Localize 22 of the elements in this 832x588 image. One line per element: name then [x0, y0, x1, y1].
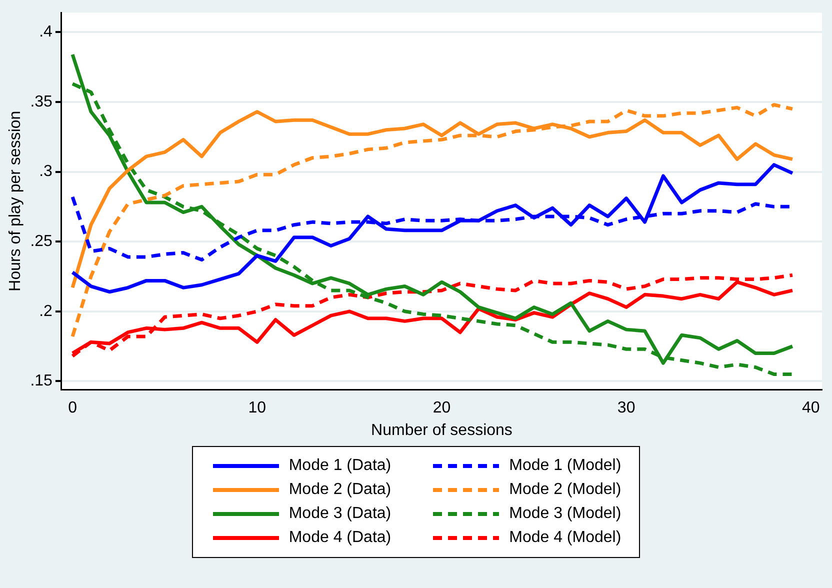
- x-tick-label: 30: [617, 400, 636, 417]
- legend-label: Mode 3 (Model): [509, 505, 622, 523]
- y-tick-label: .3: [39, 163, 53, 180]
- y-tick-label: .35: [30, 93, 53, 110]
- legend-label: Mode 4 (Model): [509, 529, 622, 547]
- legend-label: Mode 2 (Data): [288, 481, 392, 499]
- y-tick-label: .2: [39, 302, 53, 320]
- legend-label: Mode 4 (Data): [288, 529, 392, 547]
- line-series: [70, 103, 794, 338]
- x-tick-label: 40: [802, 400, 820, 417]
- legend-label: Mode 3 (Data): [288, 505, 392, 523]
- legend-label: Mode 2 (Model): [509, 481, 622, 499]
- legend-label: Mode 1 (Data): [288, 457, 392, 475]
- y-tick-label: .4: [39, 24, 53, 41]
- x-tick-label: 10: [248, 400, 266, 417]
- x-tick-label: 0: [68, 400, 78, 417]
- x-tick-label: 20: [432, 400, 451, 417]
- y-tick-label: .15: [30, 372, 53, 390]
- legend-label: Mode 1 (Model): [509, 457, 622, 475]
- x-axis-title: Number of sessions: [371, 422, 512, 439]
- y-axis-title: Hours of play per session: [7, 110, 24, 292]
- y-tick-label: .25: [30, 233, 53, 250]
